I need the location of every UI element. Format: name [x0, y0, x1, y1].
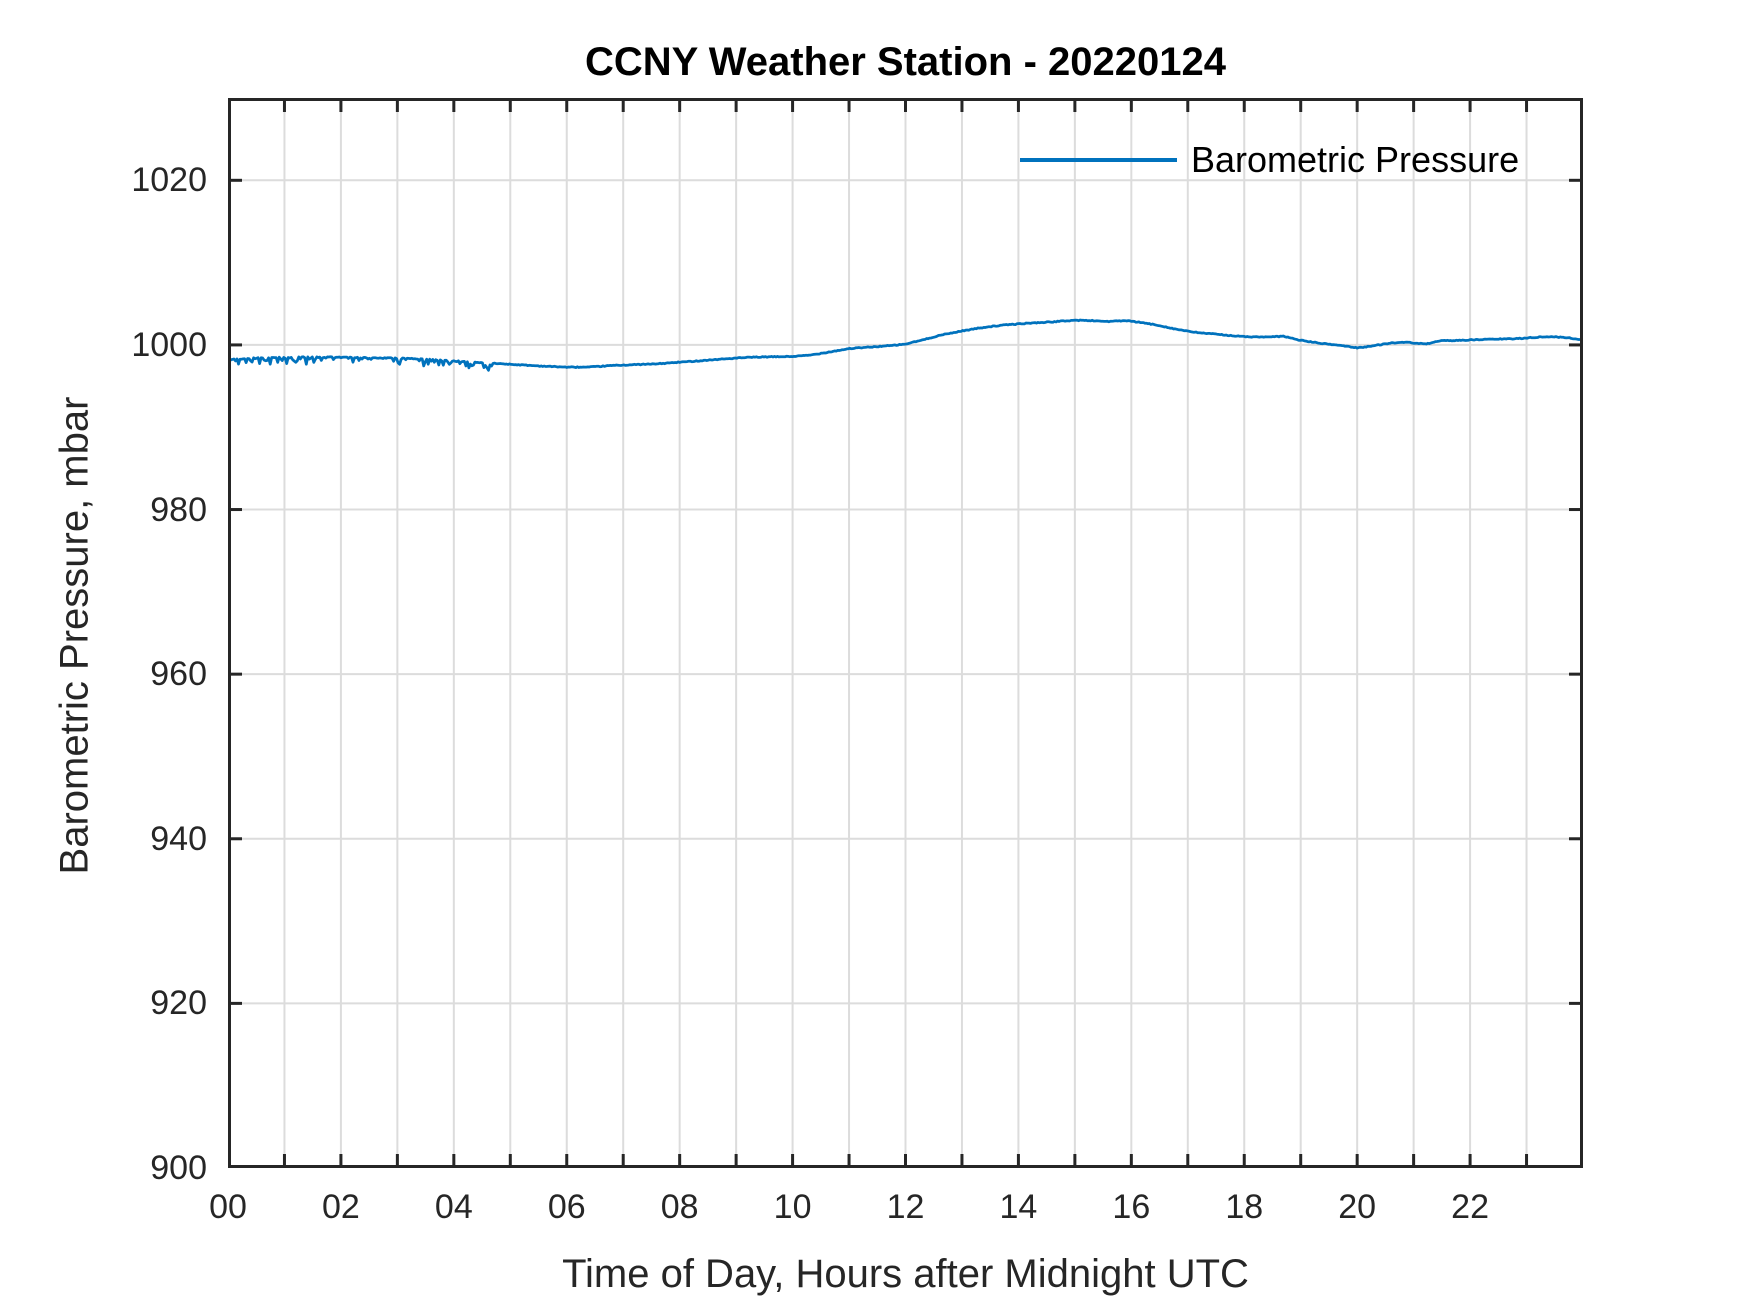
legend-line-swatch: [1020, 158, 1177, 162]
x-tick-label: 16: [1112, 1188, 1151, 1226]
y-tick-label: 980: [150, 490, 207, 529]
x-tick-label: 10: [773, 1188, 812, 1226]
x-tick-label: 12: [886, 1188, 925, 1226]
legend: Barometric Pressure: [1020, 138, 1519, 182]
y-tick-label: 940: [150, 819, 207, 858]
x-tick-label: 02: [321, 1188, 360, 1226]
x-axis-label: Time of Day, Hours after Midnight UTC: [562, 1252, 1249, 1296]
x-tick-label: 04: [434, 1188, 473, 1226]
x-tick-label: 14: [999, 1188, 1038, 1226]
y-tick-label: 1000: [131, 325, 207, 364]
plot-svg: [228, 98, 1583, 1168]
y-tick-label: 900: [150, 1149, 207, 1187]
y-tick-label: 920: [150, 984, 207, 1023]
x-tick-label: 08: [660, 1188, 699, 1226]
x-tick-label: 22: [1451, 1188, 1489, 1226]
legend-label: Barometric Pressure: [1191, 139, 1520, 180]
chart-title: CCNY Weather Station - 20220124: [585, 40, 1226, 84]
x-tick-label: 20: [1338, 1188, 1377, 1226]
x-tick-label: 18: [1225, 1188, 1264, 1226]
y-tick-label: 1020: [131, 161, 207, 200]
y-tick-label: 960: [150, 655, 207, 694]
x-tick-label: 00: [209, 1188, 247, 1226]
x-tick-label: 06: [547, 1188, 586, 1226]
